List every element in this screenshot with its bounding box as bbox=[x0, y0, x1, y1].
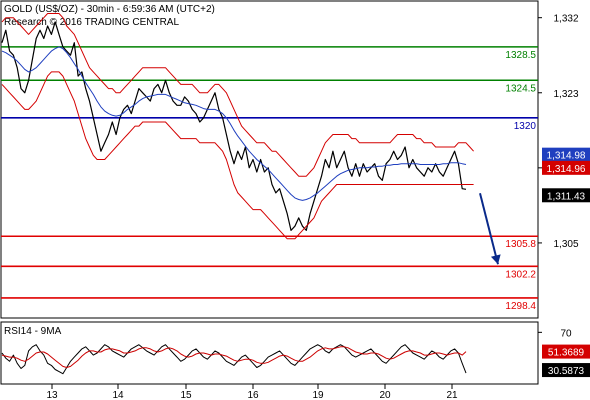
chart-title: GOLD (US$/OZ) - 30min - 6:59:36 AM (UTC+… bbox=[4, 4, 215, 15]
moving-average-line bbox=[1, 46, 467, 201]
price-tag-label: 1,314.96 bbox=[547, 164, 586, 175]
x-tick-label: 16 bbox=[247, 390, 259, 400]
arrow-shaft bbox=[479, 193, 499, 265]
price-tag-box bbox=[542, 160, 590, 175]
rsi-tag-box bbox=[542, 363, 590, 378]
price-panel-frame bbox=[0, 0, 539, 319]
x-axis: 13 14 15 16 19 20 21 bbox=[46, 384, 458, 400]
rsi-signal-line bbox=[1, 346, 467, 368]
x-tick-label: 13 bbox=[46, 390, 58, 400]
key-levels: 1328.5 1324.5 1320 1305.8 1302.2 1298.4 bbox=[1, 46, 538, 312]
support-2-label: 1302.2 bbox=[505, 269, 536, 280]
price-tag-label: 1,314.98 bbox=[547, 151, 586, 162]
price-tag-box bbox=[542, 147, 590, 162]
upper-band-line bbox=[1, 13, 474, 177]
x-tick-label: 20 bbox=[379, 390, 391, 400]
support-1-label: 1305.8 bbox=[505, 239, 536, 250]
rsi-title: RSI14 - 9MA bbox=[4, 326, 62, 337]
projection-arrow bbox=[479, 193, 501, 265]
price-tag-label: 1,311.43 bbox=[547, 191, 586, 202]
rsi-tick-label: 70 bbox=[560, 328, 572, 339]
rsi-tag-label: 51.3689 bbox=[548, 348, 585, 359]
price-tick-label: 1,305 bbox=[553, 239, 578, 250]
rsi-tag-label: 30.5873 bbox=[548, 366, 585, 377]
rsi-tag-box bbox=[542, 344, 590, 359]
x-tick-label: 19 bbox=[312, 390, 324, 400]
price-tick-label: 1,323 bbox=[553, 89, 578, 100]
rsi-panel-frame bbox=[0, 321, 539, 385]
price-series-layer bbox=[1, 13, 474, 240]
rsi-layer: 70 51.3689 30.5873 bbox=[1, 328, 590, 378]
pivot-label: 1320 bbox=[514, 121, 537, 132]
chart-copyright: Research © 2016 TRADING CENTRAL bbox=[4, 17, 179, 28]
rsi-line bbox=[1, 344, 467, 375]
arrow-head bbox=[490, 254, 501, 265]
price-line bbox=[1, 21, 467, 231]
x-tick-label: 14 bbox=[112, 390, 124, 400]
price-tags: 1,314.98 1,314.96 1,311.43 bbox=[542, 147, 590, 203]
price-tick-label: 1,332 bbox=[553, 14, 578, 25]
support-3-label: 1298.4 bbox=[505, 301, 536, 312]
x-tick-label: 21 bbox=[446, 390, 458, 400]
x-tick-label: 15 bbox=[180, 390, 192, 400]
resistance-1-label: 1324.5 bbox=[505, 83, 536, 94]
lower-band-line bbox=[1, 71, 474, 240]
resistance-2-label: 1328.5 bbox=[505, 50, 536, 61]
price-tag-box bbox=[542, 188, 590, 203]
